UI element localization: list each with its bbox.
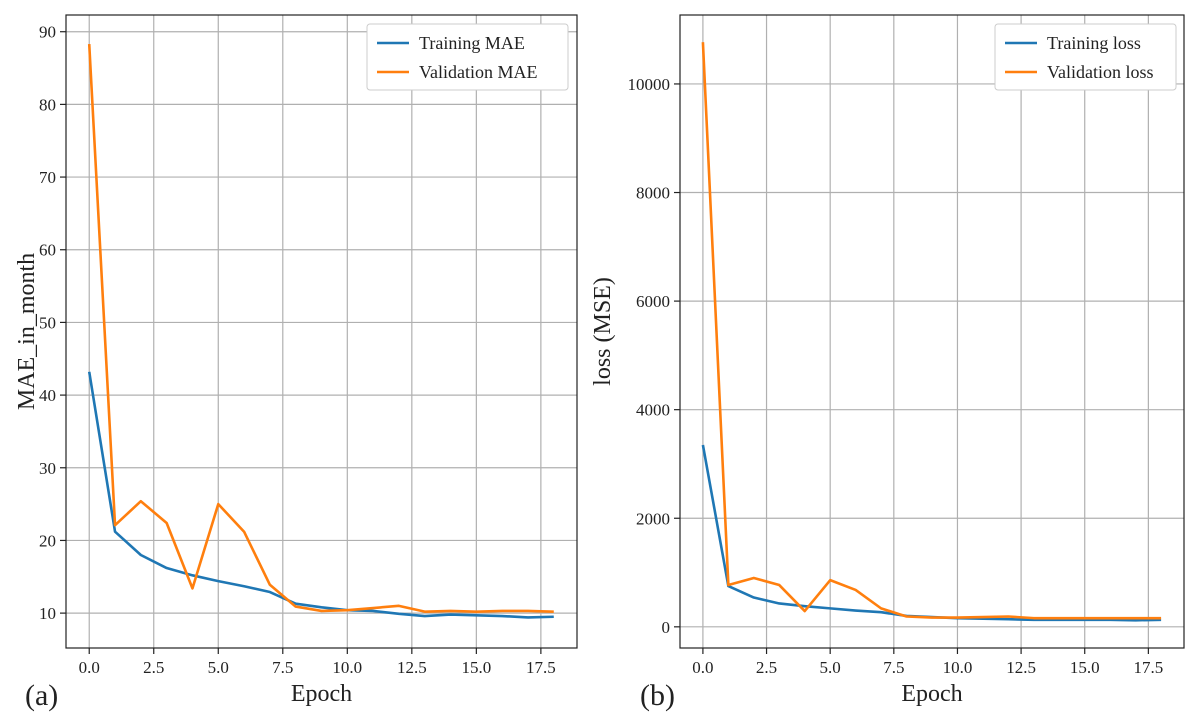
y-tick-label: 60 xyxy=(39,241,56,260)
y-tick-label: 50 xyxy=(39,313,56,332)
y-tick-label: 2000 xyxy=(636,509,670,528)
legend: Training loss Validation loss xyxy=(994,23,1177,91)
y-tick-label: 30 xyxy=(39,459,56,478)
legend-box xyxy=(366,23,569,91)
x-tick-label: 12.5 xyxy=(1006,658,1036,677)
x-axis-label: Epoch xyxy=(291,681,352,707)
y-tick-label: 90 xyxy=(39,23,56,42)
plot-frame xyxy=(679,14,1185,649)
panel-b-loss-chart: 0.0 2.5 5.0 7.5 10.0 12.5 15.0 17.5 0 2000 4000 600… xyxy=(590,14,1185,712)
panel-label: (a) xyxy=(25,679,58,712)
legend-entry-label: Validation MAE xyxy=(419,62,538,82)
y-tick-label: 0 xyxy=(662,618,671,637)
y-axis-label: loss (MSE) xyxy=(590,277,616,386)
x-tick-label: 0.0 xyxy=(692,658,713,677)
legend-entry-label: Training loss xyxy=(1047,33,1141,53)
legend-box xyxy=(994,23,1177,91)
x-tick-label: 15.0 xyxy=(461,658,491,677)
y-tick-label: 6000 xyxy=(636,292,670,311)
x-tick-label: 10.0 xyxy=(943,658,973,677)
y-tick-label: 4000 xyxy=(636,401,670,420)
x-tick-label: 12.5 xyxy=(397,658,427,677)
panel-a-mae-chart: 0.0 2.5 5.0 7.5 10.0 12.5 15.0 17.5 10 20 30 40 50 60… xyxy=(14,14,578,712)
legend-entry-label: Validation loss xyxy=(1047,62,1154,82)
x-tick-label: 5.0 xyxy=(208,658,229,677)
x-tick-label: 2.5 xyxy=(143,658,164,677)
series-line-training-mae xyxy=(87,371,554,619)
y-tick-label: 80 xyxy=(39,95,56,114)
x-tick-label: 7.5 xyxy=(883,658,904,677)
x-axis-label: Epoch xyxy=(901,681,962,707)
x-tick-label: 2.5 xyxy=(756,658,777,677)
x-tick-label: 7.5 xyxy=(272,658,293,677)
legend-entry-label: Training MAE xyxy=(419,33,525,53)
series-line-validation-loss xyxy=(701,42,1162,620)
y-axis-label: MAE_in_month xyxy=(14,253,40,410)
y-tick-label: 10 xyxy=(39,604,56,623)
panel-label: (b) xyxy=(640,679,675,712)
y-tick-label: 10000 xyxy=(628,75,671,94)
series-line-validation-mae xyxy=(87,44,554,613)
x-tick-label: 17.5 xyxy=(526,658,556,677)
y-tick-label: 8000 xyxy=(636,184,670,203)
y-tick-label: 70 xyxy=(39,168,56,187)
y-tick-label: 20 xyxy=(39,531,56,550)
x-tick-label: 17.5 xyxy=(1133,658,1163,677)
y-tick-label: 40 xyxy=(39,386,56,405)
x-tick-label: 10.0 xyxy=(332,658,362,677)
x-tick-label: 15.0 xyxy=(1070,658,1100,677)
legend: Training MAE Validation MAE xyxy=(366,23,569,91)
plot-frame xyxy=(65,14,578,649)
x-tick-label: 0.0 xyxy=(79,658,100,677)
series-line-training-loss xyxy=(701,444,1162,622)
x-tick-label: 5.0 xyxy=(820,658,841,677)
